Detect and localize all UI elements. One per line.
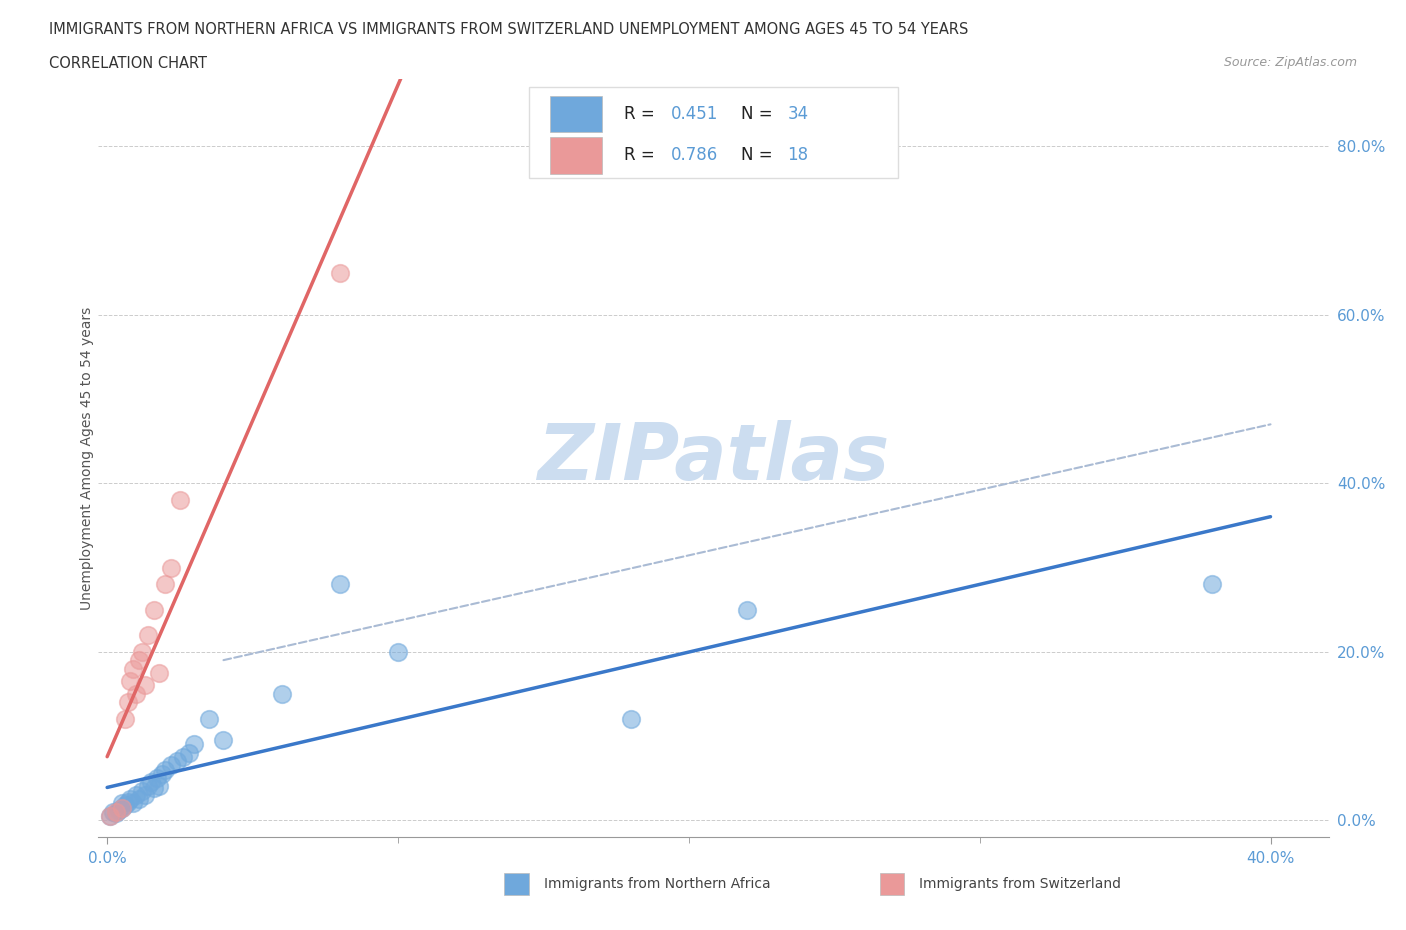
Y-axis label: Unemployment Among Ages 45 to 54 years: Unemployment Among Ages 45 to 54 years [80,306,94,610]
Text: R =: R = [624,146,659,165]
Point [117,695,139,710]
Text: N =: N = [741,105,778,123]
Point [139,775,162,790]
FancyBboxPatch shape [529,86,898,178]
Point [620,711,643,726]
FancyBboxPatch shape [505,872,529,896]
Point [131,783,153,798]
Point [387,644,409,659]
Point [212,733,235,748]
Point [111,800,134,815]
Text: 34: 34 [787,105,808,123]
Point [98,808,121,823]
Point [114,711,136,726]
Point [177,745,200,760]
Point [114,798,136,813]
Point [1201,577,1223,591]
Point [131,644,153,659]
Point [270,686,292,701]
FancyBboxPatch shape [550,138,602,174]
Text: Immigrants from Switzerland: Immigrants from Switzerland [920,877,1121,891]
Point [134,678,156,693]
Point [735,603,758,618]
Point [136,779,159,794]
FancyBboxPatch shape [550,96,602,132]
Point [329,577,352,591]
Text: Source: ZipAtlas.com: Source: ZipAtlas.com [1223,56,1357,69]
Point [142,603,165,618]
Point [166,753,188,768]
FancyBboxPatch shape [880,872,904,896]
Point [120,673,142,688]
Point [160,758,183,773]
Point [145,771,167,786]
Point [128,791,150,806]
Point [183,737,205,751]
Point [134,788,156,803]
Point [122,661,145,676]
Point [155,577,177,591]
Point [104,804,127,819]
Text: Immigrants from Northern Africa: Immigrants from Northern Africa [544,877,770,891]
Point [169,493,191,508]
Text: IMMIGRANTS FROM NORTHERN AFRICA VS IMMIGRANTS FROM SWITZERLAND UNEMPLOYMENT AMON: IMMIGRANTS FROM NORTHERN AFRICA VS IMMIG… [49,22,969,37]
Point [136,628,159,643]
Point [152,766,174,781]
Point [142,780,165,795]
Point [111,800,134,815]
Point [111,796,134,811]
Point [125,686,148,701]
Point [117,794,139,809]
Point [155,763,177,777]
Point [125,788,148,803]
Point [198,711,221,726]
Point [122,796,145,811]
Text: 0.786: 0.786 [671,146,717,165]
Point [148,779,170,794]
Point [148,665,170,680]
Text: ZIPatlas: ZIPatlas [537,420,890,496]
Text: R =: R = [624,105,659,123]
Point [107,803,129,817]
Point [104,806,127,821]
Point [101,804,124,819]
Text: CORRELATION CHART: CORRELATION CHART [49,56,207,71]
Point [120,791,142,806]
Point [98,808,121,823]
Point [160,560,183,575]
Text: 0.451: 0.451 [671,105,718,123]
Point [329,265,352,280]
Text: 18: 18 [787,146,808,165]
Text: N =: N = [741,146,778,165]
Point [128,653,150,668]
Point [172,750,194,764]
